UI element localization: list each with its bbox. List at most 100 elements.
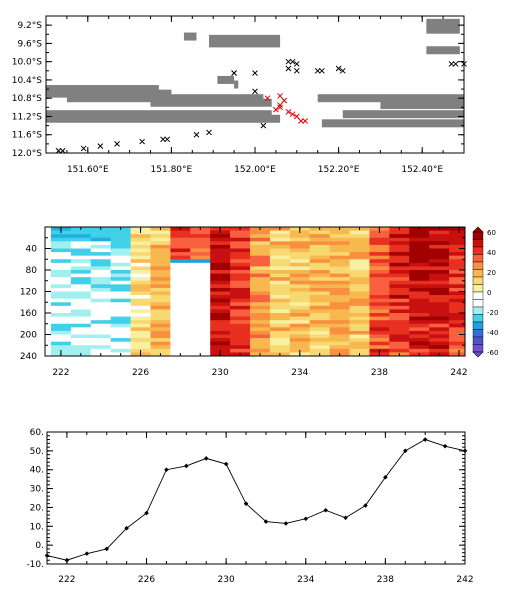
heatmap-cell [190,248,211,253]
heatmap-cell [369,234,390,239]
heatmap-cell [250,277,271,282]
heatmap-cell [449,244,466,249]
red-marker-stroke [293,113,300,120]
heatmap-cell [369,334,390,339]
black-marker-stroke [80,145,87,152]
heatmap-cell [190,234,211,239]
y-tick-label: 9.2°S [17,21,42,31]
heatmap-cell [309,266,331,271]
heatmap-cell [409,341,430,346]
y-tick-label: 9.6°S [17,39,42,49]
line-ticks: 222 226 230 234 238 242 60. 50. 40. 30. 20. 10. 0. -1… [26,428,473,585]
heatmap-cell [289,316,311,321]
black-marker [319,67,325,74]
heatmap-cell [90,320,112,325]
heatmap-cell [210,298,231,303]
heatmap-cell [150,295,171,300]
colorbar-swatch [472,344,484,353]
heatmap-cell [389,270,410,275]
heatmap-cell [150,248,171,253]
black-marker [206,129,212,136]
heatmap-cell [110,298,132,303]
heatmap-cell [50,259,72,264]
heatmap-cell [170,287,191,292]
heatmap-cell [449,277,466,282]
heatmap-cell [50,313,72,318]
heatmap-cell [289,270,311,275]
heatmap-cell [269,309,291,314]
heatmap-cell [150,323,171,328]
heatmap-cell [289,244,311,249]
heatmap-cell [90,345,112,350]
data-point [422,437,428,442]
black-marker [252,88,258,95]
data-point [44,553,50,558]
heatmap-cell [309,305,331,310]
heatmap-cell [70,309,92,314]
heatmap-cell [449,280,466,285]
red-marker [277,93,283,99]
black-marker-stroke [339,67,346,74]
heatmap-cell [389,309,410,314]
heatmap-cell [50,305,72,310]
data-point [164,467,169,473]
heatmap-cell [429,309,450,314]
black-marker-stroke [293,61,300,67]
heatmap-cell [170,255,191,260]
heatmap-cell [250,309,271,314]
heatmap-cell [309,298,331,303]
heatmap-cell [190,341,211,346]
heatmap-cell [369,252,390,257]
heatmap-cell [389,284,410,289]
heatmap-cell [90,323,112,328]
heatmap-cell [369,255,390,260]
heatmap-cell [349,230,370,235]
red-marker [285,109,292,115]
heatmap-cell [389,316,410,321]
black-marker [164,136,171,143]
heatmap-cell [170,230,191,235]
heatmap-cell [210,248,231,253]
heatmap-cell [250,266,271,271]
y-tick-label: 20. [30,503,44,513]
land-band [321,119,464,128]
heatmap-cell [429,316,450,321]
heatmap-cell [90,348,112,353]
heatmap-cell [409,255,430,260]
heatmap-cell [110,320,132,325]
heatmap-cell [230,273,251,278]
heatmap-cell [449,320,466,325]
red-marker [277,104,283,111]
heatmap-cell [50,330,72,335]
heatmap-cell [210,295,231,300]
heatmap-cell [170,248,191,253]
heatmap-cell [449,284,466,289]
heatmap-cell [190,252,211,257]
heatmap-cell [389,280,410,285]
heatmap-cell [409,323,430,328]
heatmap-cell [50,323,72,328]
heatmap-cell [170,305,191,310]
heatmap-cell [130,270,151,275]
heatmap-cell [349,280,370,285]
heatmap-cell [130,302,151,307]
heatmap-cell [289,248,311,253]
colorbar-label: 20 [487,269,496,277]
heatmap-cell [389,234,410,239]
black-marker-stroke [335,65,342,72]
heatmap-cell [230,252,251,257]
heatmap-cell [110,345,132,350]
heatmap-cell [250,237,271,242]
heatmap-cell [349,298,370,303]
heatmap-cell [210,270,231,275]
heatmap-cell [70,241,92,246]
data-point [363,503,368,508]
heatmap-cell [250,248,271,253]
heatmap-cell [90,338,112,343]
heatmap-cell [389,323,410,328]
colorbar-swatch [472,284,484,293]
black-marker-stroke [139,138,145,145]
data-point [84,551,90,556]
heatmap-cell [289,341,311,346]
heatmap-cell [210,280,231,285]
